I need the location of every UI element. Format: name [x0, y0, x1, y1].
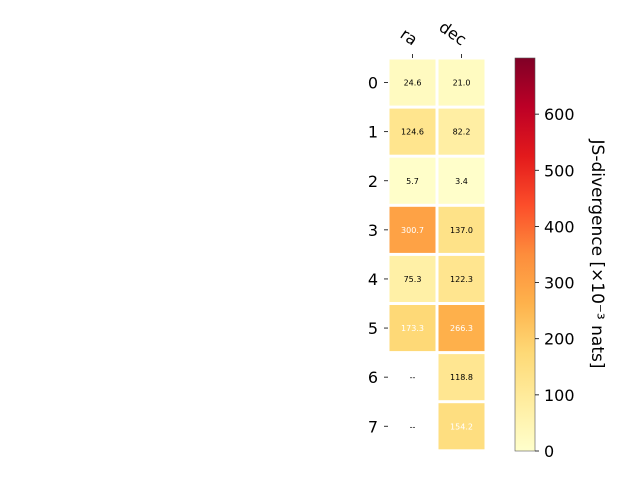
cell-value-label: 266.3 [450, 324, 473, 333]
heatmap-cell [389, 305, 436, 352]
colorbar-tick-label: 300 [544, 274, 575, 293]
row-label: 0 [368, 74, 378, 93]
colorbar-tick-label: 200 [544, 330, 575, 349]
cell-value-label: 24.6 [404, 79, 422, 88]
colorbar-tick-label: 500 [544, 161, 575, 180]
colorbar-tick-label: 100 [544, 386, 575, 405]
heatmap-cells: 24.6 21.0 124.6 82.2 5.7 3.4 300.7 137.0 75.3 122… [389, 59, 485, 450]
heatmap-cell [438, 255, 485, 302]
colorbar-ticks: 0 100 200 300 400 500 600 [535, 105, 575, 461]
heatmap-cell [438, 108, 485, 155]
cell-value-label: 122.3 [450, 275, 473, 284]
cell-value-label: 173.3 [401, 324, 424, 333]
colorbar-tick-label: 400 [544, 217, 575, 236]
column-label: dec [436, 17, 470, 49]
heatmap-cell [389, 108, 436, 155]
cell-value-label: 75.3 [404, 275, 422, 284]
heatmap-cell [389, 255, 436, 302]
cell-value-label: 154.2 [450, 422, 473, 431]
heatmap-cell [438, 59, 485, 106]
row-label: 3 [368, 221, 378, 240]
cell-value-label: 118.8 [450, 373, 473, 382]
colorbar: 0 100 200 300 400 500 600 JS-divergence [×10⁻³… [514, 57, 607, 461]
cell-value-label: 300.7 [401, 226, 424, 235]
row-label: 5 [368, 319, 378, 338]
column-label: ra [397, 24, 421, 49]
row-label: 1 [368, 123, 378, 142]
column-labels: ra dec [397, 17, 470, 58]
row-labels: 0 1 2 3 4 5 6 7 [368, 74, 388, 436]
row-label: 6 [368, 368, 378, 387]
cell-value-label: -- [410, 373, 416, 382]
colorbar-label: JS-divergence [×10⁻³ nats] [587, 139, 607, 369]
cell-value-label: 3.4 [455, 177, 468, 186]
heatmap-cell [438, 206, 485, 253]
heatmap-cell [438, 403, 485, 450]
cell-value-label: 5.7 [406, 177, 419, 186]
row-label: 2 [368, 172, 378, 191]
heatmap-cell [438, 354, 485, 401]
row-label: 4 [368, 270, 378, 289]
heatmap-cell [389, 206, 436, 253]
heatmap-cell [389, 157, 436, 204]
heatmap-cell [389, 59, 436, 106]
row-label: 7 [368, 417, 378, 436]
cell-value-label: -- [410, 422, 416, 431]
heatmap-cell [438, 305, 485, 352]
colorbar-gradient [514, 57, 536, 452]
colorbar-tick-label: 0 [544, 442, 554, 461]
colorbar-tick-label: 600 [544, 105, 575, 124]
cell-value-label: 82.2 [453, 128, 471, 137]
cell-value-label: 124.6 [401, 128, 424, 137]
cell-value-label: 21.0 [453, 79, 471, 88]
heatmap-cell [438, 157, 485, 204]
cell-value-label: 137.0 [450, 226, 473, 235]
